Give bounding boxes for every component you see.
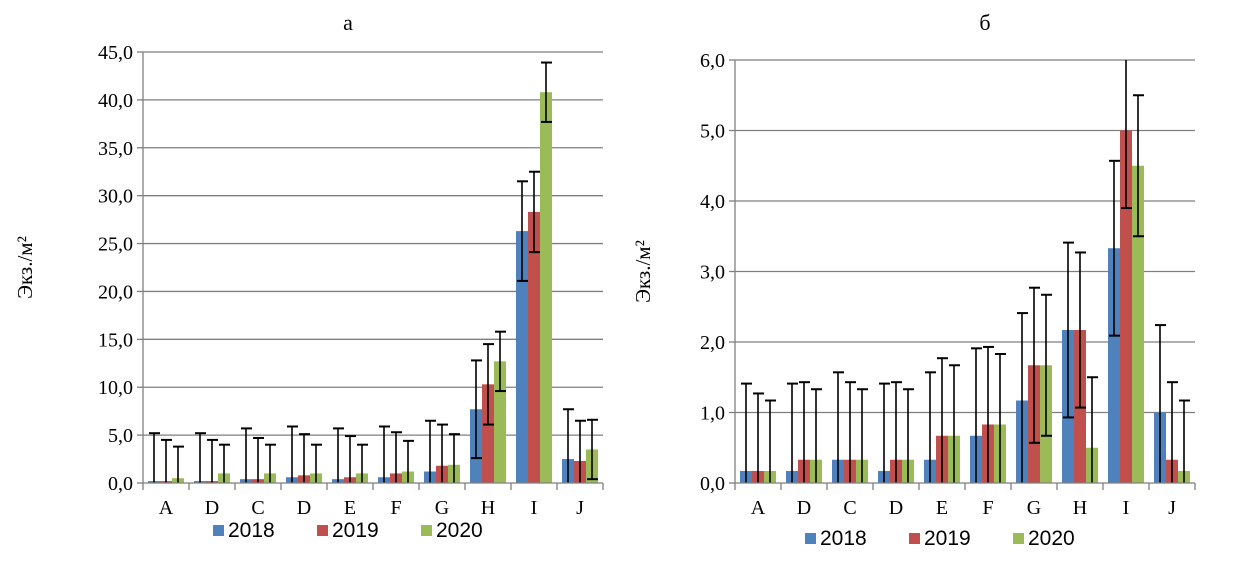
y-tick-label: 0,0 <box>108 473 133 495</box>
legend-swatch-2019 <box>909 533 920 544</box>
y-axis-label: Экз./м² <box>13 236 37 299</box>
chart-panel-2: б 0,0 1,0 2,0 3,0 4,0 5,0 6,0 Экз./м² A D C D E F G H I J 2… <box>631 10 1196 550</box>
x-tick-label: D <box>205 497 219 519</box>
x-tick-label: C <box>251 497 264 519</box>
legend-swatch-2019 <box>317 525 328 536</box>
x-tick-label: G <box>1027 497 1041 519</box>
legend-label-2018: 2018 <box>820 527 867 550</box>
y-tick-label: 25,0 <box>98 234 133 256</box>
x-tick-label: G <box>435 497 449 519</box>
legend-swatch-2018 <box>805 533 816 544</box>
x-tick-label: E <box>344 497 356 519</box>
y-tick-label: 10,0 <box>98 377 133 399</box>
legend: 2018 2019 2020 <box>213 519 483 542</box>
y-tick-label: 0,0 <box>700 473 725 495</box>
legend-swatch-2020 <box>421 525 432 536</box>
y-tick-label: 45,0 <box>98 42 133 64</box>
y-tick-label: 4,0 <box>700 191 725 213</box>
x-tick-label: D <box>797 497 811 519</box>
y-tick-label: 1,0 <box>700 403 725 425</box>
y-tick-label: 40,0 <box>98 90 133 112</box>
y-tick-label: 15,0 <box>98 329 133 351</box>
bar-2019 <box>528 211 540 483</box>
y-tick-label: 30,0 <box>98 186 133 208</box>
y-tick-label: 5,0 <box>108 425 133 447</box>
legend-swatch-2020 <box>1013 533 1024 544</box>
y-tick-label: 3,0 <box>700 262 725 284</box>
x-tick-label: C <box>843 497 856 519</box>
x-tick-label: H <box>481 497 495 519</box>
x-tick-label: J <box>1168 497 1176 519</box>
chart-title: а <box>343 10 353 35</box>
bar-2019 <box>482 384 494 483</box>
legend-label-2019: 2019 <box>924 527 971 550</box>
x-tick-label: D <box>297 497 311 519</box>
bar-2020 <box>540 92 552 483</box>
chart-panel-1: а 0,0 5,0 10,0 15,0 20,0 25,0 30,0 35,0 40,0 45,0 Э… <box>13 10 604 542</box>
y-tick-label: 2,0 <box>700 332 725 354</box>
x-tick-label: A <box>751 497 766 519</box>
legend-swatch-2018 <box>213 525 224 536</box>
y-tick-label: 5,0 <box>700 121 725 143</box>
legend-label-2019: 2019 <box>332 519 379 542</box>
x-tick-label: E <box>936 497 948 519</box>
bar-2020 <box>1132 165 1144 483</box>
bar-2018 <box>1108 248 1120 483</box>
x-tick-label: J <box>576 497 584 519</box>
x-tick-label: I <box>1123 497 1130 519</box>
x-tick-label: D <box>889 497 903 519</box>
legend-label-2018: 2018 <box>228 519 275 542</box>
x-tick-label: I <box>531 497 538 519</box>
legend: 2018 2019 2020 <box>805 527 1075 550</box>
bar-2018 <box>516 231 528 483</box>
x-tick-label: A <box>159 497 174 519</box>
legend-label-2020: 2020 <box>1028 527 1075 550</box>
x-tick-label: F <box>982 497 993 519</box>
bar-2019 <box>1120 130 1132 483</box>
chart-title: б <box>979 10 990 35</box>
y-tick-label: 35,0 <box>98 138 133 160</box>
y-tick-label: 6,0 <box>700 50 725 72</box>
x-tick-label: F <box>390 497 401 519</box>
y-axis-label: Экз./м² <box>631 240 655 303</box>
legend-label-2020: 2020 <box>436 519 483 542</box>
x-tick-label: H <box>1073 497 1087 519</box>
y-tick-label: 20,0 <box>98 281 133 303</box>
